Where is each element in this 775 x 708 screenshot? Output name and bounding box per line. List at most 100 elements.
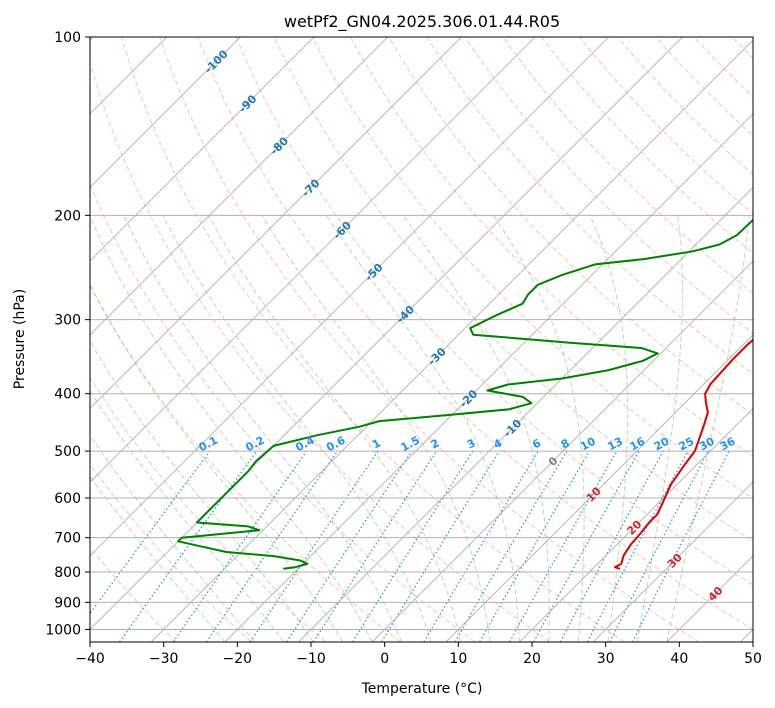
moist-adiabat (162, 215, 432, 642)
mixing-ratio-label: 10 (578, 435, 598, 454)
moist-adiabat (636, 215, 684, 642)
mixing-ratio-label: 30 (697, 435, 717, 454)
dry-adiabat (121, 37, 625, 642)
mixing-ratio-label: 25 (677, 435, 697, 454)
mixing-ratio-line (559, 450, 664, 642)
dry-adiabat (273, 37, 753, 542)
x-tick-label: 50 (744, 651, 762, 667)
isotherm-label: -50 (362, 261, 385, 284)
isotherm-line (298, 186, 753, 642)
moist-adiabat (325, 215, 520, 642)
isotherm-line (519, 407, 753, 642)
isotherm-label: -20 (457, 387, 480, 410)
x-tick-label: 40 (670, 651, 688, 667)
mixing-ratio-line (533, 450, 640, 642)
mixing-ratio-label: 13 (605, 435, 625, 454)
mixing-ratio-line (119, 450, 258, 642)
isotherm-label: 0 (546, 454, 561, 469)
isotherm-line (371, 260, 753, 642)
temperature-line (613, 338, 753, 570)
moist-adiabat (589, 215, 629, 642)
plot-frame (89, 36, 754, 643)
x-tick-label: −10 (296, 651, 326, 667)
y-tick-label: 900 (54, 595, 81, 611)
isotherm-line (224, 113, 753, 642)
dry-adiabat (579, 37, 753, 215)
isotherm-line (666, 555, 753, 642)
isotherm-line (445, 334, 753, 642)
x-tick-label: −20 (223, 651, 253, 667)
mixing-ratio-line (205, 450, 338, 642)
moist-adiabat (90, 283, 344, 642)
isotherm-line (90, 37, 536, 483)
dewpoint-line (177, 218, 753, 570)
y-tick-label: 800 (54, 565, 81, 581)
x-tick-label: 10 (449, 651, 467, 667)
moist-adiabat (90, 434, 255, 642)
mixing-ratio-line (454, 450, 568, 642)
dry-adiabat (90, 182, 476, 642)
y-tick-label: 100 (54, 30, 81, 46)
dry-adiabat (90, 60, 551, 642)
dry-adiabat (90, 284, 401, 642)
isotherm-line (90, 37, 315, 262)
x-axis: −40 −30 −20 −10 0 10 20 30 40 50 (75, 642, 762, 667)
y-tick-label: 500 (54, 444, 81, 460)
dry-adiabats (90, 37, 775, 642)
isotherm-label: -80 (268, 134, 291, 157)
moist-adiabat (123, 215, 403, 642)
y-tick-label: 600 (54, 491, 81, 507)
isobars (90, 37, 753, 630)
mixing-ratio-line (172, 450, 308, 642)
chart-title: wetPf2_GN04.2025.306.01.44.R05 (284, 12, 560, 32)
mixing-ratio-label: 20 (652, 435, 672, 454)
mixing-ratio-label: 4 (491, 436, 504, 451)
mixing-ratio-line (381, 450, 501, 642)
isotherm-label: -100 (202, 47, 231, 76)
isotherm-label: 30 (665, 551, 685, 571)
isotherm-line (740, 628, 753, 642)
dry-adiabat (90, 376, 327, 642)
isotherm-label: -30 (425, 345, 448, 368)
moist-adiabat (402, 215, 550, 642)
x-tick-label: −40 (75, 651, 105, 667)
mixing-ratio-line (586, 450, 689, 642)
dry-adiabat (770, 37, 775, 642)
isotherm-label: 10 (584, 484, 604, 504)
moist-adiabats (90, 215, 750, 642)
dry-adiabat (159, 37, 700, 642)
dry-adiabat (502, 37, 753, 294)
isotherm-label: -70 (299, 176, 322, 199)
mixing-ratio-line (352, 450, 474, 642)
isotherm-label: -60 (331, 218, 354, 241)
moist-adiabat (261, 215, 491, 642)
y-axis-label: Pressure (hPa) (12, 289, 28, 389)
mixing-ratio-line (509, 450, 618, 642)
dry-adiabat (350, 37, 753, 457)
y-axis: 100 200 300 400 500 600 700 800 900 1000 (45, 30, 90, 638)
mixing-ratio-line (609, 450, 710, 642)
dry-adiabat (197, 37, 753, 631)
y-tick-label: 700 (54, 531, 81, 547)
isotherm-label: -90 (236, 92, 259, 115)
mixing-ratio-label: 36 (718, 435, 738, 454)
y-tick-label: 1000 (45, 622, 81, 638)
y-tick-label: 400 (54, 387, 81, 403)
dry-adiabat (464, 37, 753, 334)
isotherm-line (592, 481, 753, 642)
moist-adiabat (90, 475, 226, 642)
dry-adiabat (311, 37, 753, 500)
x-tick-label: 30 (597, 651, 615, 667)
mixing-ratio-line (312, 450, 438, 642)
x-tick-label: 0 (380, 651, 389, 667)
isotherm-label: -40 (394, 303, 417, 326)
mixing-ratio-label: 2 (429, 436, 442, 451)
x-tick-label: 20 (523, 651, 541, 667)
dry-adiabat (655, 37, 753, 137)
dry-adiabat (541, 37, 753, 254)
moist-adiabat (90, 389, 285, 642)
profiles (177, 218, 753, 570)
isotherm-line (90, 37, 389, 336)
